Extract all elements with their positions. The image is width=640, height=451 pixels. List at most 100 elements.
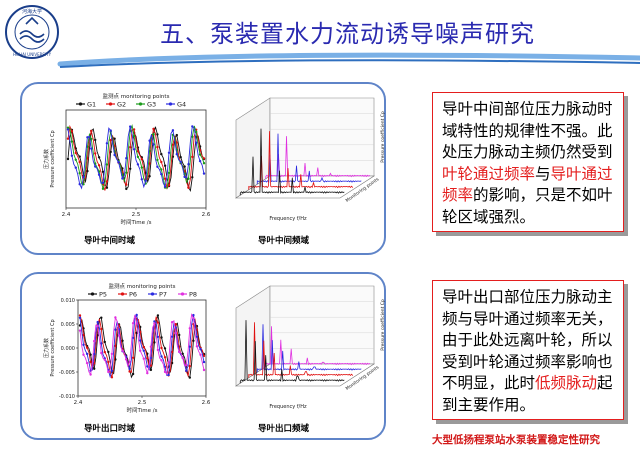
y-axis-label-cn: 压力系数 bbox=[43, 149, 50, 169]
legend-marker bbox=[138, 102, 143, 106]
legend-marker bbox=[108, 102, 113, 106]
series-point-G4 bbox=[113, 153, 116, 157]
series-point-G1 bbox=[101, 170, 105, 173]
x-tick-label: 2.5 bbox=[132, 212, 141, 218]
legend-marker bbox=[120, 292, 125, 296]
series-point-G4 bbox=[78, 183, 81, 186]
series-point-P8 bbox=[124, 358, 128, 361]
series-point-G4 bbox=[101, 181, 105, 184]
series-point-P7 bbox=[192, 313, 195, 317]
university-logo: 河海大学 HOHAI UNIVERSITY bbox=[5, 5, 59, 59]
series-point-G2 bbox=[78, 160, 81, 164]
x-axis-label: 时间Time /s bbox=[121, 218, 152, 226]
text-box-middle: 导叶中间部位压力脉动时域特性的规律性不强。此处压力脉动主频仍然受到叶轮通过频率与… bbox=[432, 92, 624, 232]
series-point-G4 bbox=[90, 147, 93, 150]
series-point-P5 bbox=[149, 368, 153, 372]
series-line-P8 bbox=[79, 312, 205, 376]
series-point-P8 bbox=[107, 370, 110, 374]
series-point-G2 bbox=[70, 130, 74, 133]
series-point-P8 bbox=[117, 334, 121, 337]
series-point-G1 bbox=[86, 169, 89, 173]
series-point-P8 bbox=[121, 349, 124, 352]
legend-marker bbox=[180, 292, 185, 296]
time-domain-chart-middle: 监测点 monitoring points G1 G2 G3 G4 压力系数 Pressur… bbox=[43, 92, 211, 226]
series-point-P6 bbox=[110, 376, 114, 379]
series-point-G2 bbox=[202, 157, 206, 160]
series-point-G1 bbox=[113, 137, 116, 140]
series-point-G3 bbox=[187, 177, 190, 180]
series-point-G2 bbox=[97, 164, 101, 167]
series-point-P7 bbox=[114, 328, 117, 331]
series-point-P5 bbox=[181, 352, 184, 355]
series-point-P8 bbox=[192, 317, 195, 320]
legend-marker bbox=[168, 102, 173, 106]
legend-marker bbox=[150, 292, 155, 296]
logo-en-text: HOHAI UNIVERSITY bbox=[13, 52, 52, 57]
frequency-domain-caption: 导叶中间频域 bbox=[258, 236, 310, 246]
series-point-G4 bbox=[129, 125, 132, 128]
series-point-G2 bbox=[187, 186, 190, 189]
series-point-G2 bbox=[125, 183, 128, 186]
footer-caption: 大型低扬程泵站水泵装置稳定性研究 bbox=[432, 434, 600, 446]
series-point-P6 bbox=[114, 344, 117, 348]
legend-label: G3 bbox=[147, 101, 156, 109]
series-point-G1 bbox=[97, 156, 101, 159]
series-point-P6 bbox=[170, 350, 174, 354]
series-point-G2 bbox=[152, 127, 155, 131]
series-point-G4 bbox=[191, 125, 194, 128]
series-point-G1 bbox=[105, 186, 109, 189]
series-point-G4 bbox=[187, 163, 190, 166]
series-point-P8 bbox=[128, 360, 131, 364]
y-axis-label: Pressure coefficient Cp bbox=[50, 319, 56, 376]
legend-label: G4 bbox=[177, 101, 186, 109]
series-point-P8 bbox=[93, 339, 96, 343]
series-point-P6 bbox=[107, 360, 110, 364]
legend-label: P5 bbox=[99, 291, 107, 299]
series-point-P5 bbox=[89, 353, 92, 356]
series-point-P8 bbox=[96, 324, 99, 328]
series-point-G3 bbox=[82, 183, 85, 186]
series-point-G1 bbox=[156, 133, 159, 136]
series-point-P8 bbox=[146, 371, 149, 375]
series-point-G4 bbox=[105, 142, 109, 145]
series-point-G4 bbox=[195, 141, 198, 144]
series-point-G3 bbox=[191, 135, 194, 138]
series-point-G3 bbox=[202, 162, 206, 165]
series-point-G4 bbox=[183, 175, 186, 179]
series-point-P6 bbox=[128, 370, 131, 373]
text-box-outlet: 导叶出口部位压力脉动主频与导叶通过频率无关，由于此处远离叶轮，所以受到叶轮通过频… bbox=[432, 280, 624, 420]
z-axis-label: Pressure coefficient Cp bbox=[380, 111, 386, 163]
series-point-G4 bbox=[117, 160, 120, 164]
series-point-G4 bbox=[97, 173, 101, 176]
legend-title: 监测点 monitoring points bbox=[109, 282, 176, 290]
z-axis-label: Pressure coefficient Cp bbox=[380, 299, 386, 351]
series-point-G2 bbox=[90, 129, 93, 133]
series-point-G2 bbox=[105, 180, 109, 183]
x-tick-label: 2.5 bbox=[138, 400, 147, 406]
legend-label: P8 bbox=[189, 291, 197, 299]
series-point-G4 bbox=[152, 143, 155, 146]
series-point-P5 bbox=[103, 340, 106, 344]
x-axis-label: Frequency f/Hz bbox=[269, 404, 307, 410]
series-point-P7 bbox=[78, 316, 82, 319]
series-point-P7 bbox=[202, 360, 206, 364]
series-point-G2 bbox=[160, 160, 163, 164]
series-point-G3 bbox=[156, 158, 159, 162]
series-point-G3 bbox=[195, 130, 198, 134]
series-point-P7 bbox=[82, 343, 85, 346]
logo-cn-text: 河海大学 bbox=[22, 8, 42, 15]
series-point-P5 bbox=[188, 376, 191, 379]
series-point-P8 bbox=[153, 322, 156, 325]
series-point-P7 bbox=[188, 345, 191, 348]
time-domain-caption: 导叶出口时域 bbox=[84, 424, 136, 434]
series-point-G4 bbox=[148, 139, 151, 142]
series-point-P8 bbox=[199, 353, 202, 356]
series-point-P8 bbox=[103, 358, 106, 361]
series-point-G1 bbox=[125, 187, 128, 191]
series-point-G3 bbox=[125, 171, 128, 174]
series-point-G1 bbox=[175, 133, 178, 137]
series-point-P7 bbox=[195, 335, 199, 338]
